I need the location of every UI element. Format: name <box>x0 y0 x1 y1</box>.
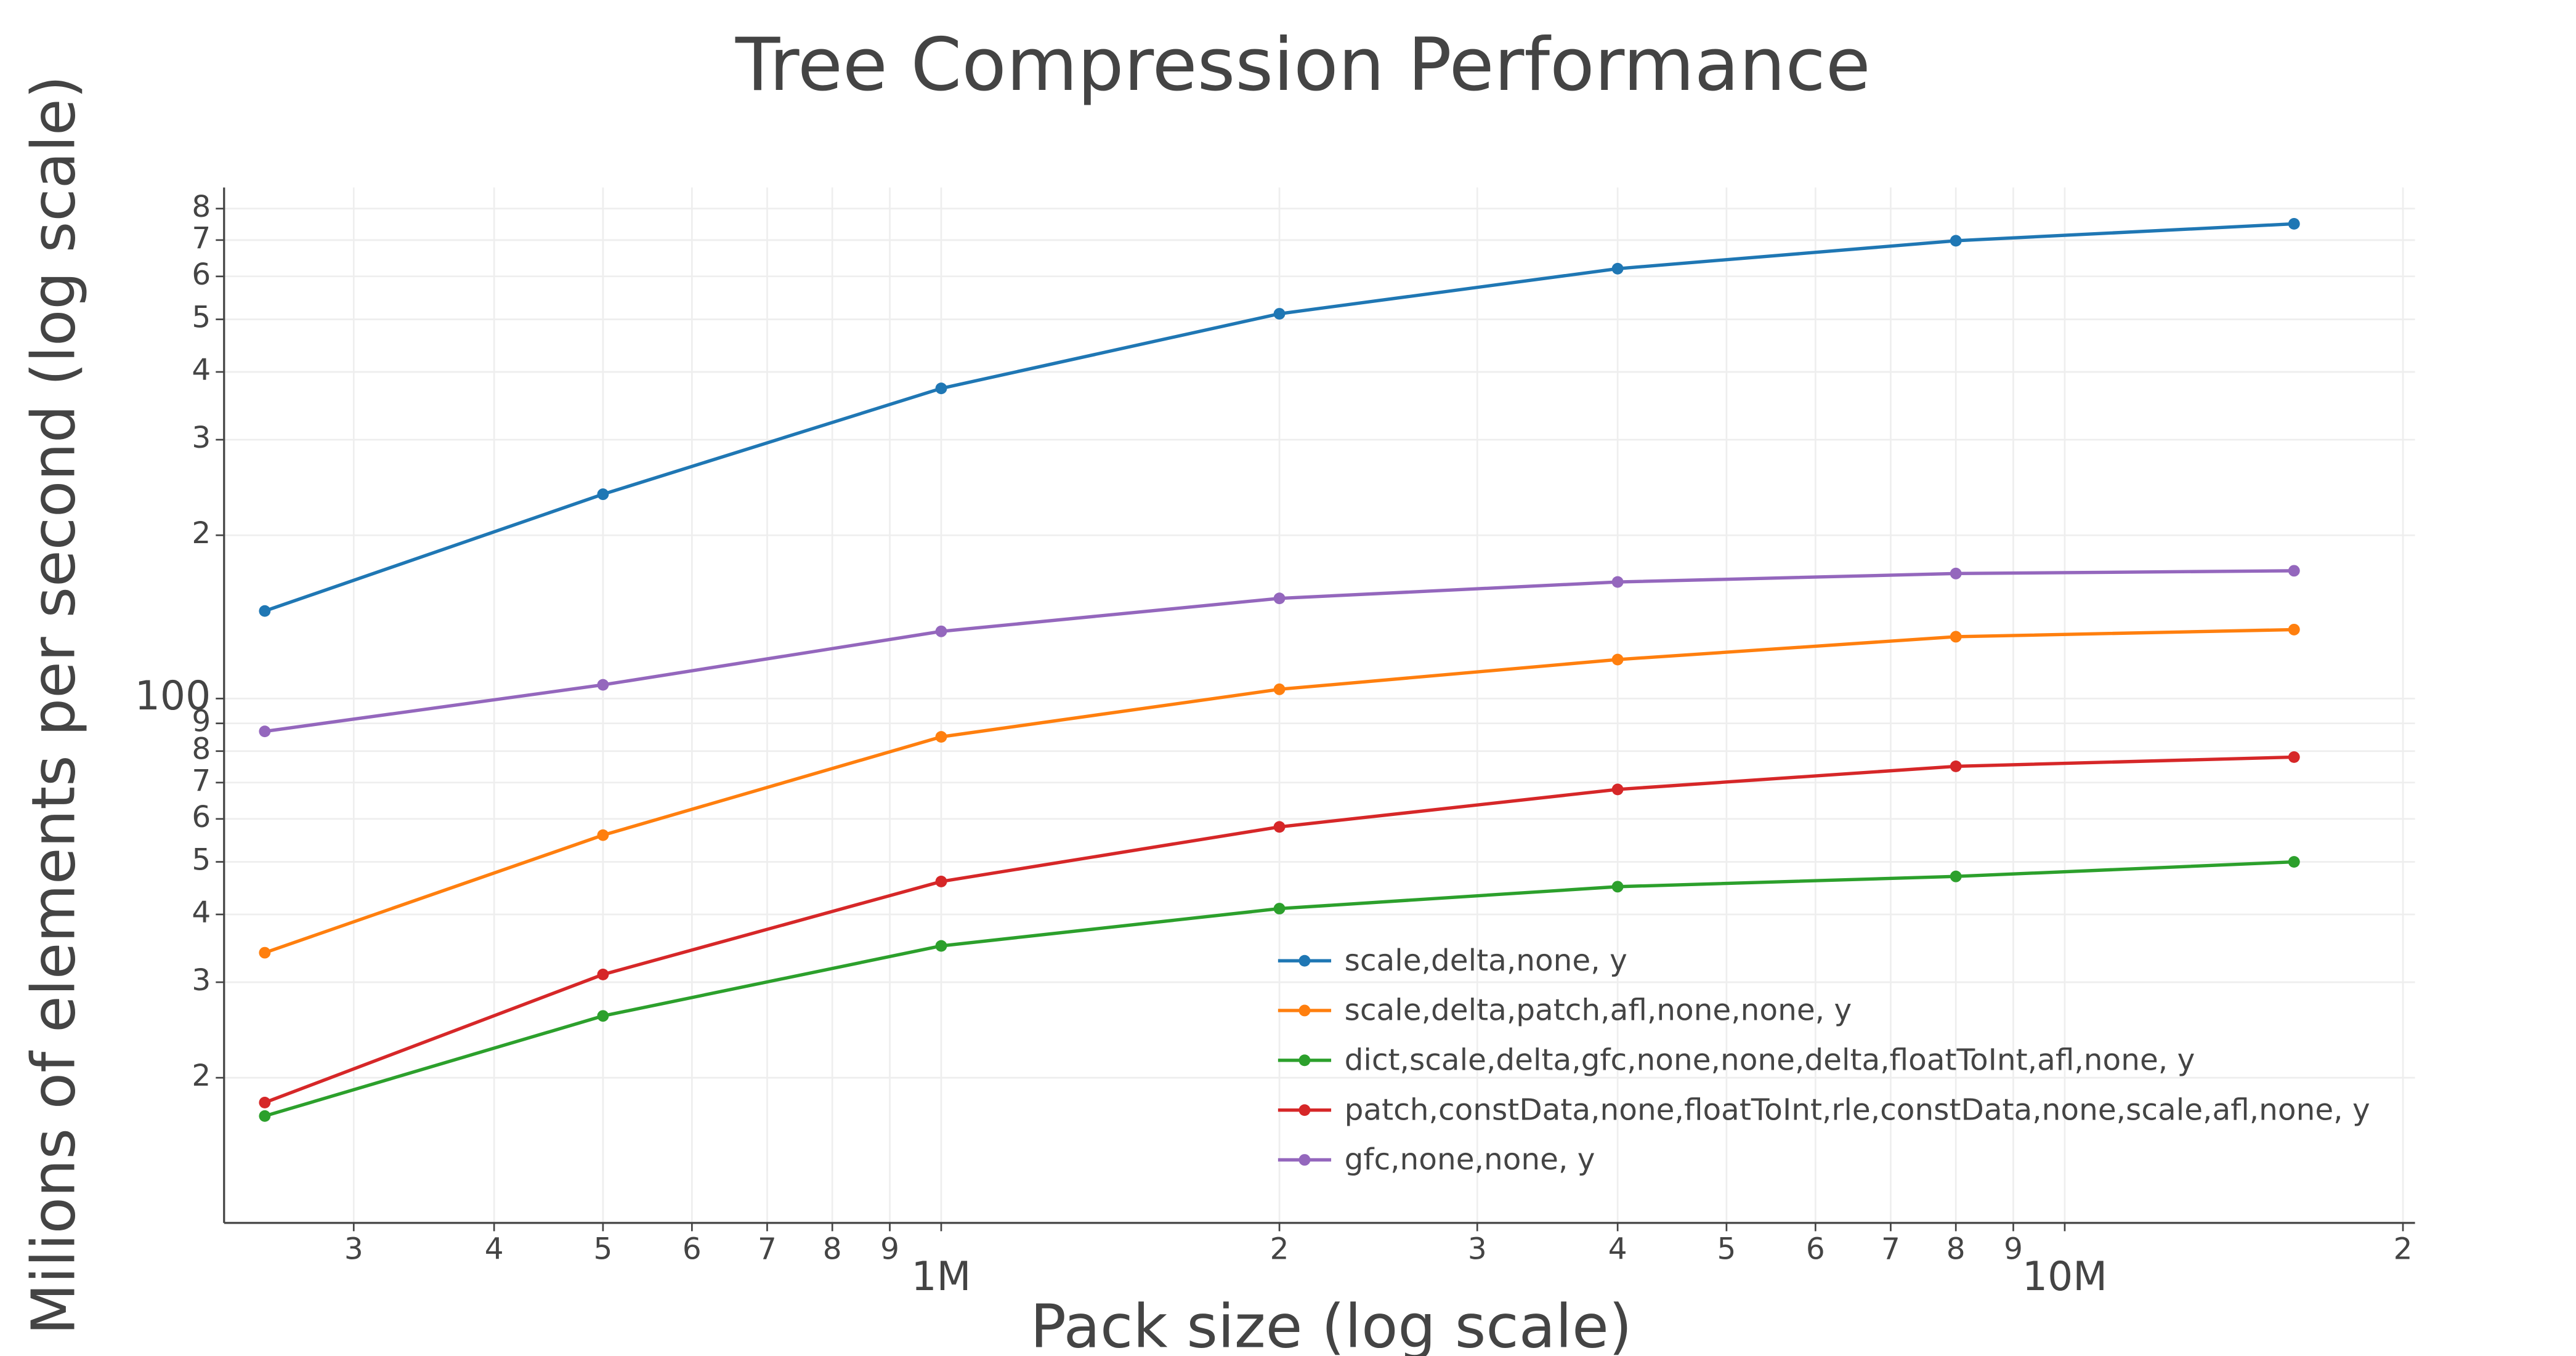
y-axis-label: Milions of elements per second (log scal… <box>19 75 89 1334</box>
y-tick-label: 2 <box>192 1059 211 1093</box>
legend-marker <box>1298 1054 1311 1067</box>
y-tick-label: 8 <box>192 190 211 224</box>
data-point <box>1273 308 1286 320</box>
data-point <box>597 1010 609 1022</box>
x-tick-label: 8 <box>823 1232 842 1267</box>
x-tick-label: 1M <box>912 1254 971 1300</box>
data-point <box>597 829 609 841</box>
legend-marker <box>1298 1154 1311 1166</box>
data-point <box>1273 592 1286 605</box>
x-tick-label: 7 <box>758 1232 777 1267</box>
x-tick-label: 3 <box>344 1232 363 1267</box>
y-tick-label: 3 <box>192 421 211 455</box>
y-tick-label: 100 <box>135 673 211 719</box>
x-tick-label: 9 <box>2004 1232 2023 1267</box>
legend-marker <box>1298 1104 1311 1116</box>
y-tick-label: 3 <box>192 963 211 998</box>
data-point <box>259 1097 271 1108</box>
x-tick-label: 7 <box>1881 1232 1900 1267</box>
chart-title: Tree Compression Performance <box>735 22 1871 107</box>
legend-label: patch,constData,none,floatToInt,rle,cons… <box>1345 1092 2370 1127</box>
y-tick-label: 2 <box>192 516 211 551</box>
x-tick-label: 4 <box>1608 1232 1627 1267</box>
x-tick-label: 4 <box>485 1232 504 1267</box>
data-point <box>2288 623 2300 636</box>
data-point <box>259 605 271 617</box>
data-point <box>1611 262 1624 275</box>
x-tick-label: 6 <box>1806 1232 1825 1267</box>
x-tick-label: 3 <box>1468 1232 1487 1267</box>
data-point <box>1611 576 1624 588</box>
x-tick-label: 5 <box>593 1232 612 1267</box>
x-tick-label: 9 <box>880 1232 899 1267</box>
data-point <box>1273 821 1286 833</box>
x-tick-label: 5 <box>1717 1232 1736 1267</box>
legend-label: scale,delta,patch,afl,none,none, y <box>1345 993 1852 1028</box>
legend-label: scale,delta,none, y <box>1345 943 1627 978</box>
data-point <box>1950 761 1962 772</box>
data-point <box>1611 653 1624 666</box>
data-point <box>1950 567 1962 579</box>
x-tick-label: 6 <box>682 1232 702 1267</box>
legend-marker <box>1298 1004 1311 1017</box>
data-point <box>935 876 947 887</box>
y-tick-label: 7 <box>192 764 211 798</box>
y-tick-label: 8 <box>192 732 211 767</box>
data-point <box>1950 631 1962 643</box>
data-point <box>935 731 947 743</box>
y-tick-label: 9 <box>192 704 211 739</box>
legend-label: gfc,none,none, y <box>1345 1142 1595 1177</box>
data-point <box>1950 235 1962 247</box>
data-point <box>935 625 947 637</box>
x-tick-label: 2 <box>2394 1232 2413 1267</box>
data-point <box>259 946 271 959</box>
legend-label: dict,scale,delta,gfc,none,none,delta,flo… <box>1345 1043 2195 1078</box>
y-tick-label: 5 <box>192 843 211 878</box>
legend-marker <box>1298 954 1311 967</box>
x-tick-label: 10M <box>2022 1254 2107 1300</box>
data-point <box>2288 751 2300 763</box>
x-tick-label: 2 <box>1270 1232 1289 1267</box>
data-point <box>935 940 947 952</box>
data-point <box>1611 881 1624 893</box>
data-point <box>597 488 609 501</box>
x-axis-label: Pack size (log scale) <box>1030 1291 1632 1356</box>
data-point <box>2288 565 2300 577</box>
data-point <box>1273 903 1286 914</box>
y-tick-label: 4 <box>192 895 211 930</box>
x-tick-label: 8 <box>1946 1232 1966 1267</box>
y-tick-label: 4 <box>192 353 211 387</box>
y-tick-label: 7 <box>192 221 211 256</box>
data-point <box>2288 218 2300 230</box>
y-tick-label: 6 <box>192 257 211 292</box>
y-tick-label: 5 <box>192 301 211 335</box>
data-point <box>935 382 947 395</box>
data-point <box>1950 870 1962 882</box>
data-point <box>259 725 271 738</box>
data-point <box>1273 683 1286 695</box>
data-point <box>2288 856 2300 868</box>
data-point <box>597 679 609 691</box>
data-point <box>597 969 609 980</box>
data-point <box>1611 783 1624 796</box>
data-point <box>259 1110 271 1122</box>
y-tick-label: 6 <box>192 800 211 834</box>
